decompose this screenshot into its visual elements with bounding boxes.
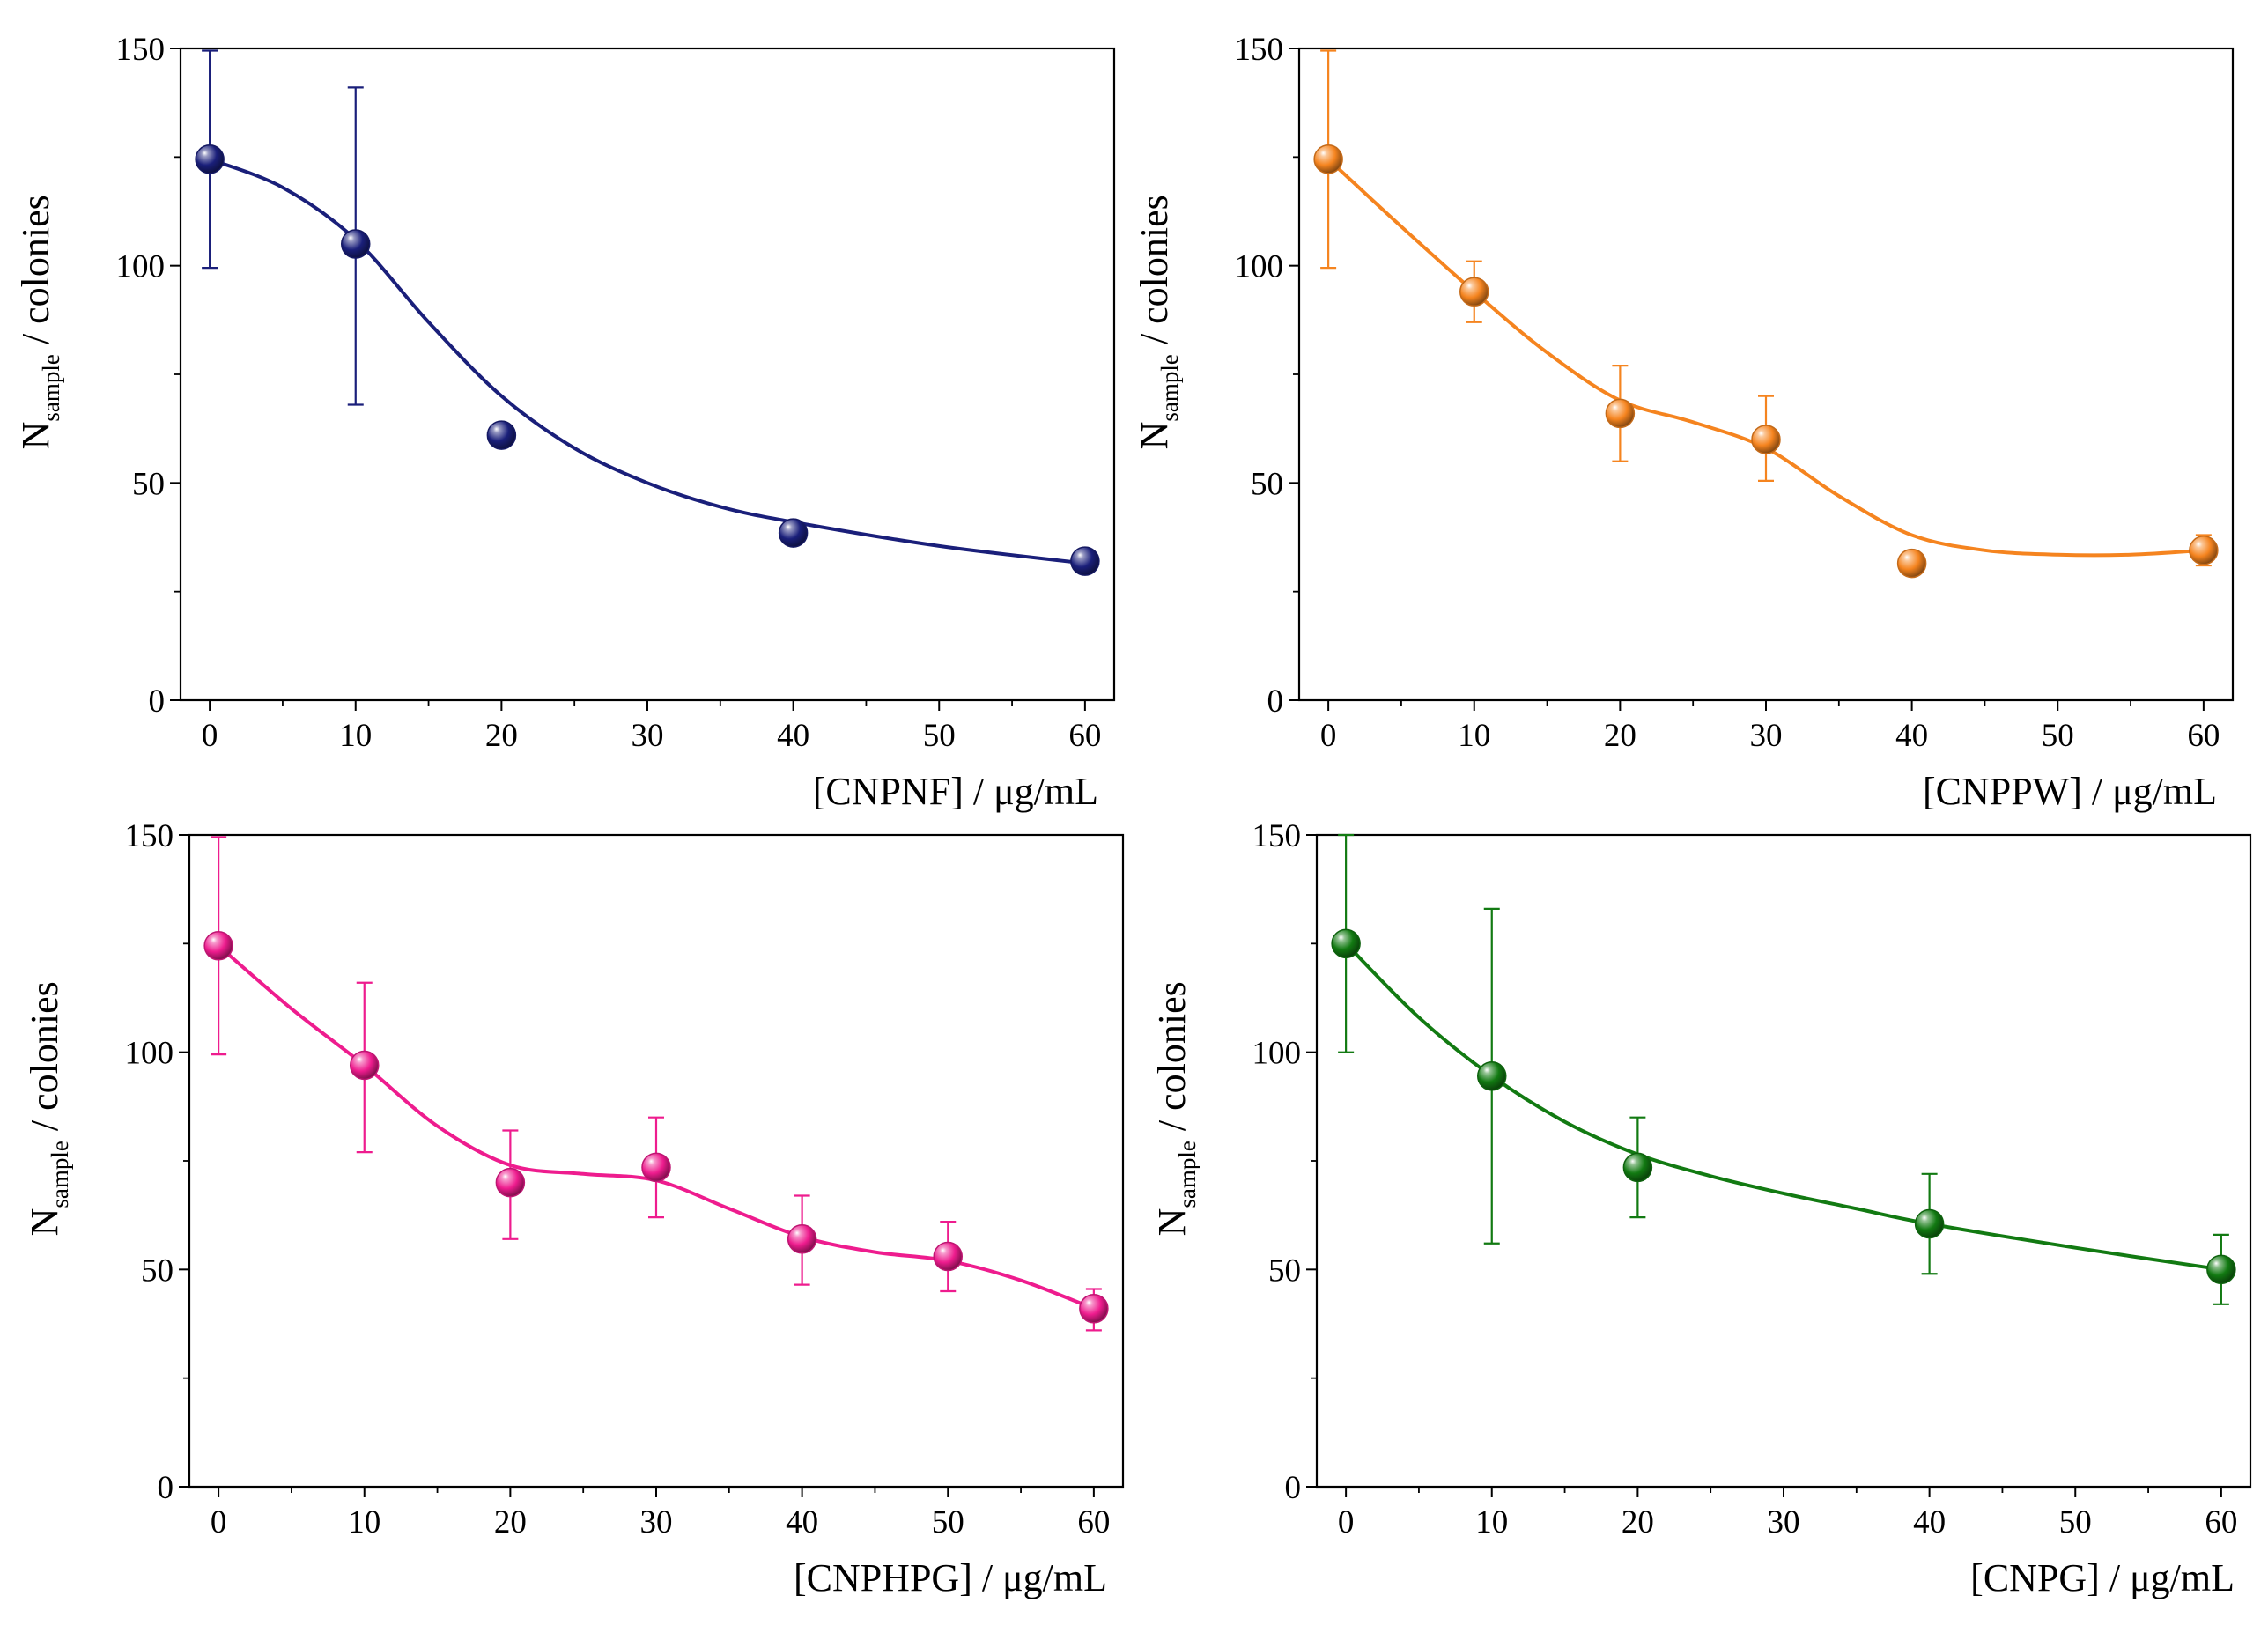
- plot-frame: [1297, 47, 2235, 702]
- x-tick-label: 40: [786, 1504, 818, 1540]
- x-tick-label: 20: [1604, 718, 1636, 754]
- x-tick-label: 10: [348, 1504, 380, 1540]
- chart-panel-cnpnf: 0 10 20 30 40 50 60 0 50 100 150 [CNPNF] / μg/mL Nsa…: [14, 32, 1116, 813]
- y-tick-label: 50: [132, 466, 165, 502]
- data-point: [641, 1152, 671, 1183]
- data-point: [1079, 1293, 1109, 1324]
- y-axis-title-subscript: sample: [1174, 1141, 1200, 1208]
- data-point: [1331, 928, 1361, 959]
- x-tick-label: 10: [1475, 1504, 1508, 1540]
- y-tick-label: 50: [1268, 1252, 1301, 1289]
- x-tick-label: 60: [2187, 718, 2220, 754]
- fit-curve: [1326, 158, 2204, 558]
- y-tick-label: 150: [116, 32, 166, 68]
- y-tick-label: 100: [125, 1036, 174, 1072]
- data-point: [2206, 1254, 2236, 1285]
- y-axis-title-main: N: [23, 1208, 66, 1237]
- x-tick-label: 50: [923, 718, 956, 754]
- y-tick-label: 0: [149, 683, 166, 720]
- data-point: [1751, 425, 1781, 454]
- x-tick-label: 0: [1338, 1504, 1355, 1540]
- y-tick-label: 50: [1251, 466, 1283, 502]
- x-tick-label: 30: [1750, 718, 1783, 754]
- data-point: [1605, 398, 1636, 429]
- y-axis-title: Nsample / colonies: [14, 195, 64, 449]
- y-axis-title-main: N: [1133, 422, 1176, 450]
- x-tick-label: 20: [485, 718, 518, 754]
- x-tick-label: 50: [932, 1504, 964, 1540]
- chart-panel-cnppw: 0 10 20 30 40 50 60 0 50 100 150 [CNPPW] / μg/mL Nsa…: [1133, 32, 2235, 813]
- data-point: [778, 518, 809, 548]
- x-tick-label: 0: [1320, 718, 1337, 754]
- fit-curve: [209, 157, 1086, 565]
- x-tick-label: 30: [640, 1504, 673, 1540]
- data-point: [1459, 277, 1489, 307]
- data-point: [495, 1167, 526, 1198]
- plot-frame: [179, 47, 1116, 702]
- x-tick-label: 0: [211, 1504, 227, 1540]
- y-axis-title: Nsample / colonies: [1133, 195, 1183, 449]
- y-tick-label: 100: [1252, 1036, 1302, 1072]
- y-axis-title-main: N: [14, 422, 57, 450]
- data-point: [1477, 1061, 1507, 1091]
- y-axis-title-subscript: sample: [47, 1141, 73, 1208]
- y-tick-label: 0: [1267, 683, 1284, 720]
- y-tick-label: 0: [158, 1470, 174, 1506]
- x-tick-label: 10: [1458, 718, 1490, 754]
- y-tick-label: 150: [1252, 818, 1302, 854]
- data-point: [1313, 144, 1343, 174]
- x-tick-label: 20: [1622, 1504, 1654, 1540]
- x-tick-label: 50: [2059, 1504, 2092, 1540]
- x-axis-title: [CNPG] / μg/mL: [1970, 1556, 2235, 1599]
- y-axis-title-main: N: [1150, 1208, 1193, 1237]
- data-point: [1896, 548, 1927, 579]
- data-point: [2189, 536, 2219, 565]
- data-point: [1622, 1152, 1653, 1183]
- y-tick-label: 150: [1235, 32, 1284, 68]
- data-point: [1914, 1208, 1945, 1239]
- y-tick-label: 150: [125, 818, 174, 854]
- data-point: [933, 1241, 963, 1272]
- plot-frame: [1315, 833, 2252, 1489]
- y-tick-label: 0: [1285, 1470, 1302, 1506]
- x-tick-label: 60: [2205, 1504, 2237, 1540]
- x-tick-label: 30: [632, 718, 664, 754]
- y-axis-title: Nsample / colonies: [23, 981, 73, 1236]
- data-point: [787, 1224, 817, 1254]
- data-point: [1070, 546, 1100, 576]
- y-axis-title-unit: / colonies: [1133, 195, 1176, 354]
- x-tick-label: 20: [494, 1504, 527, 1540]
- y-tick-label: 100: [116, 249, 166, 285]
- x-tick-label: 40: [1895, 718, 1928, 754]
- data-point: [486, 420, 517, 450]
- fit-curve: [1344, 942, 2222, 1272]
- y-axis-title-subscript: sample: [1156, 354, 1183, 421]
- y-tick-label: 100: [1235, 249, 1284, 285]
- x-axis-title: [CNPHPG] / μg/mL: [794, 1556, 1107, 1599]
- y-tick-label: 50: [141, 1252, 174, 1289]
- x-tick-label: 60: [1068, 718, 1101, 754]
- x-tick-label: 60: [1077, 1504, 1110, 1540]
- data-point: [350, 1050, 380, 1081]
- x-axis-title: [CNPPW] / μg/mL: [1923, 770, 2217, 813]
- x-tick-label: 10: [339, 718, 372, 754]
- y-axis-title: Nsample / colonies: [1150, 981, 1200, 1236]
- chart-panel-cnpg: 0 10 20 30 40 50 60 0 50 100 150 [CNPG] / μg/mL Nsam…: [1150, 818, 2252, 1599]
- x-tick-label: 40: [777, 718, 809, 754]
- x-tick-label: 50: [2042, 718, 2074, 754]
- y-axis-title-subscript: sample: [38, 354, 64, 421]
- data-point: [203, 931, 233, 961]
- y-axis-title-unit: / colonies: [1150, 981, 1193, 1141]
- data-point: [341, 229, 371, 259]
- y-axis-title-unit: / colonies: [23, 981, 66, 1141]
- x-tick-label: 40: [1913, 1504, 1946, 1540]
- chart-panel-cnphpg: 0 10 20 30 40 50 60 0 50 100 150 [CNPHPG] / μg/mL Ns…: [23, 818, 1125, 1599]
- data-point: [195, 144, 225, 174]
- x-axis-title: [CNPNF] / μg/mL: [813, 770, 1098, 813]
- x-tick-label: 0: [202, 718, 218, 754]
- x-tick-label: 30: [1768, 1504, 1800, 1540]
- y-axis-title-unit: / colonies: [14, 195, 57, 354]
